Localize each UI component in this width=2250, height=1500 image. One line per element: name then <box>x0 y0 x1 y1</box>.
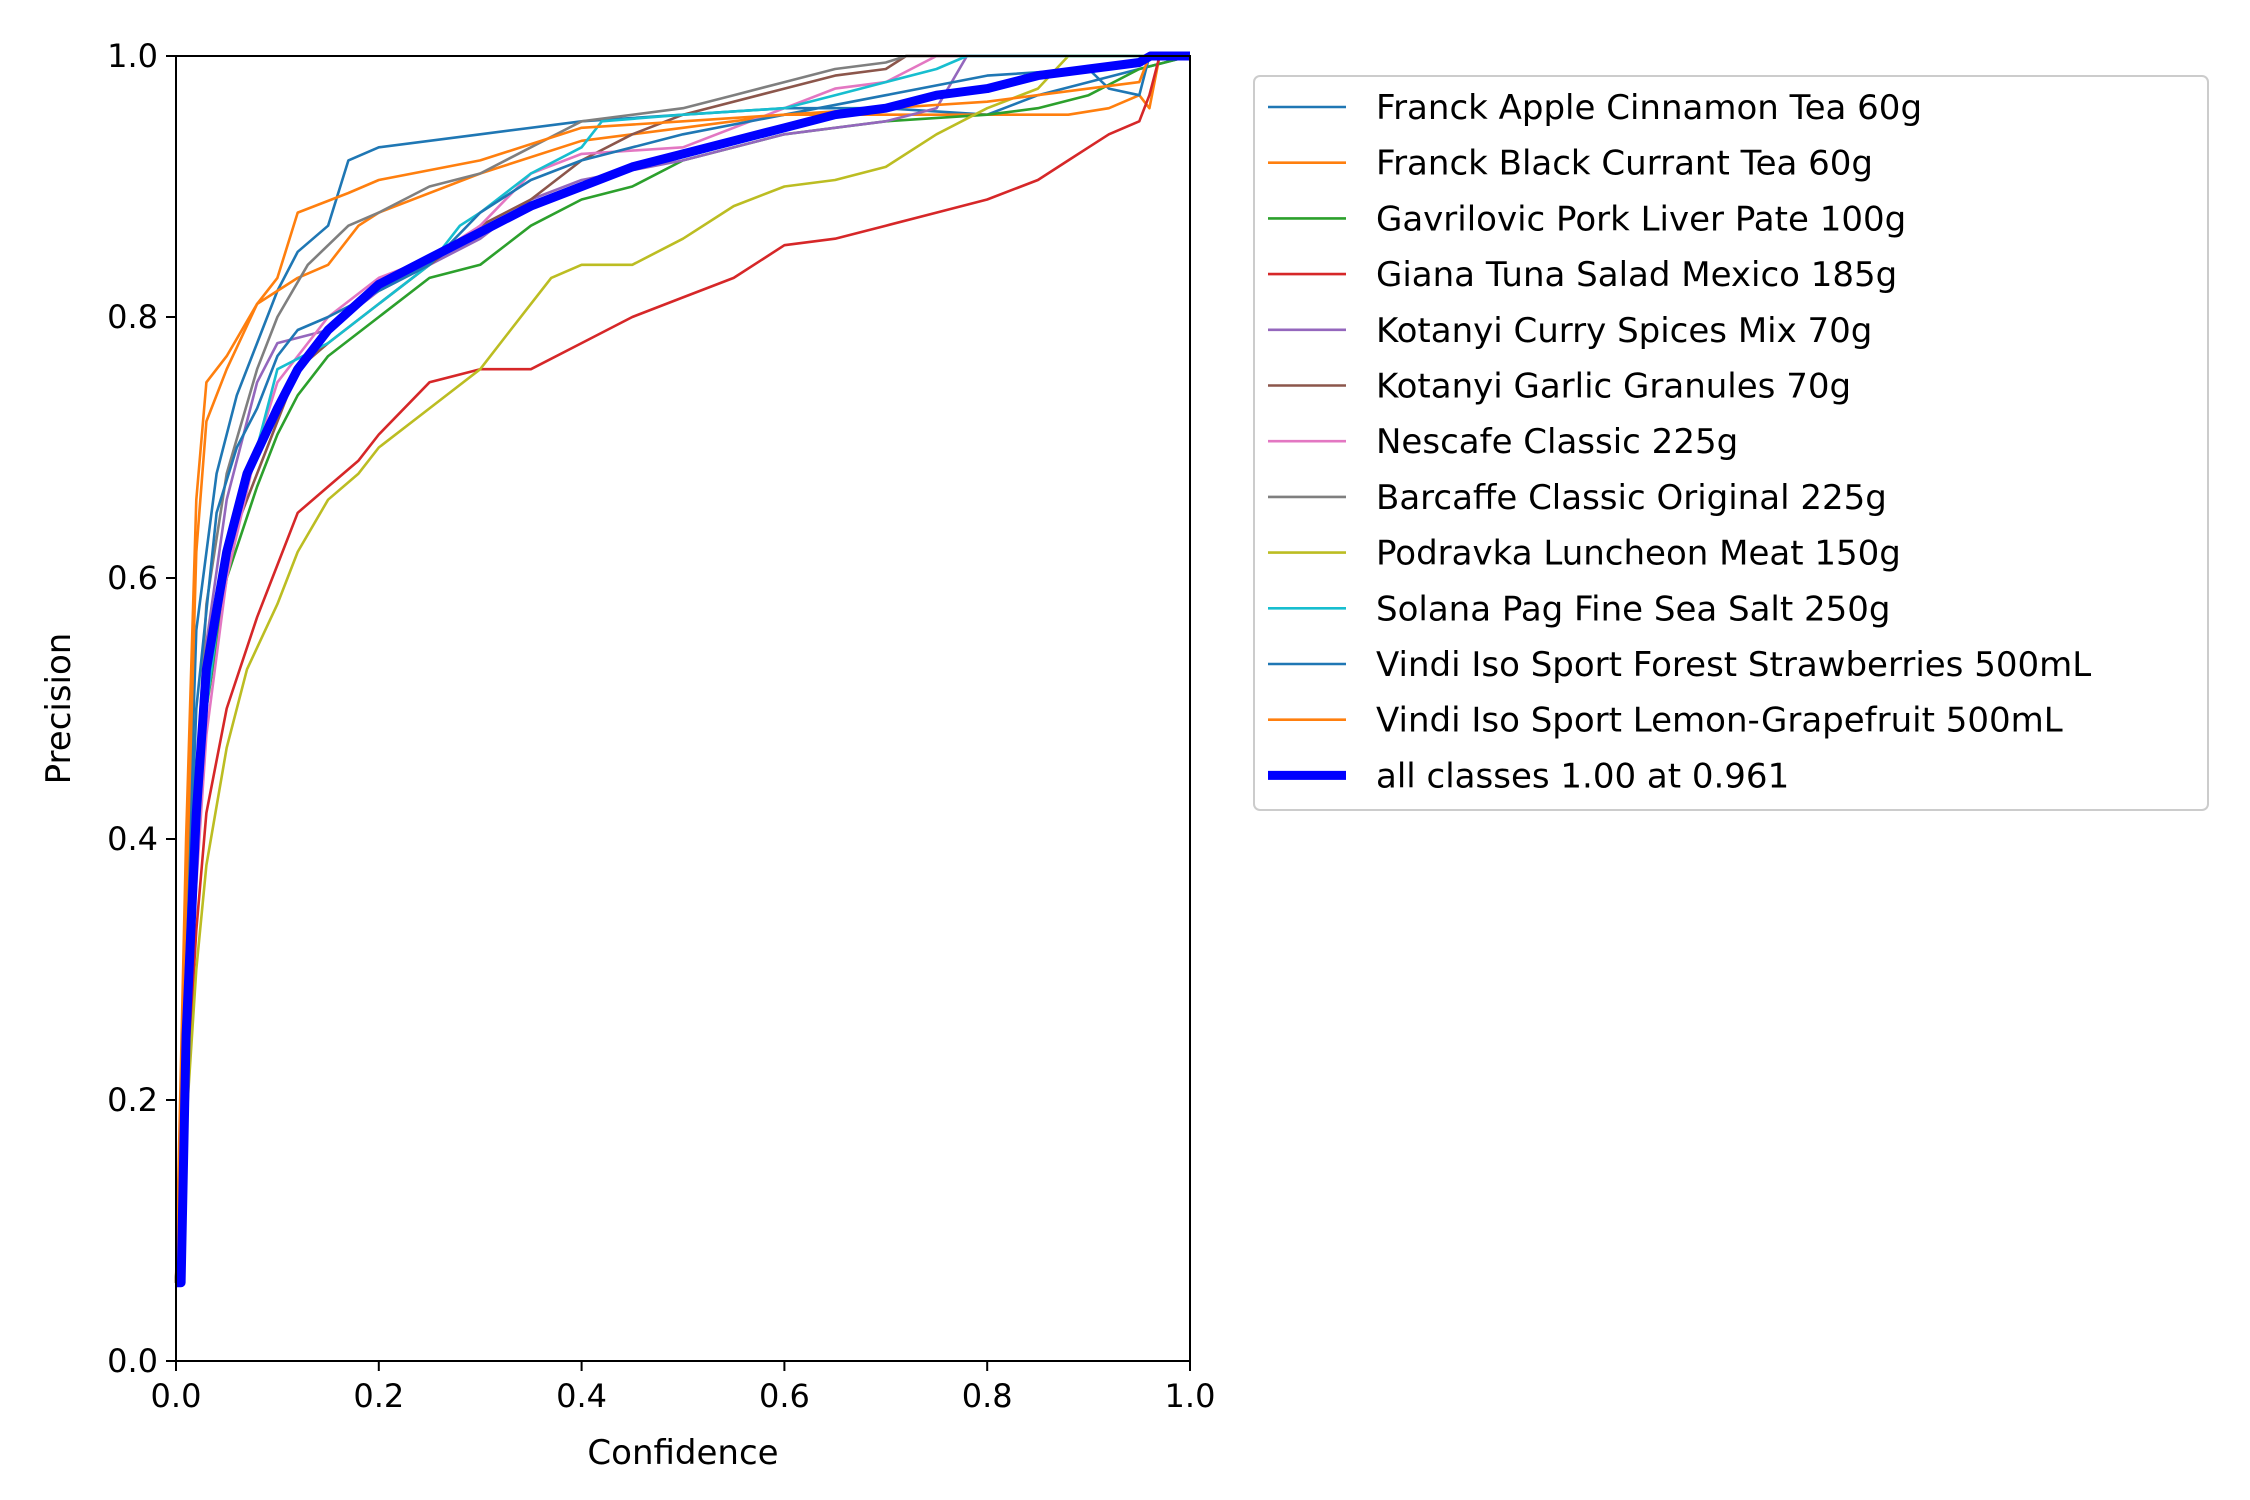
series-line-12 <box>176 51 1190 1288</box>
legend-entry-label: Barcaffe Classic Original 225g <box>1376 478 1887 518</box>
y-tick-label: 0.2 <box>107 1081 158 1119</box>
x-tick-label: 0.0 <box>151 1377 202 1415</box>
plot-frame <box>175 55 1191 1362</box>
legend-entry-label: Gavrilovic Pork Liver Pate 100g <box>1376 199 1906 239</box>
x-axis-label: Confidence <box>587 1433 778 1473</box>
series-line-0 <box>174 54 1191 1283</box>
x-tick-label: 0.4 <box>556 1377 607 1415</box>
series-line-8 <box>174 54 1190 1283</box>
legend-entry-label: Nescafe Classic 225g <box>1376 422 1738 462</box>
series-line-7 <box>174 54 1190 1283</box>
legend-entry-label: Giana Tuna Salad Mexico 185g <box>1376 255 1897 295</box>
legend-entry-label: Vindi Iso Sport Forest Strawberries 500m… <box>1376 645 2091 685</box>
series-line-11 <box>174 54 1190 1283</box>
x-axis-ticks: 0.0 0.2 0.4 0.6 0.8 1.0 <box>151 1361 1216 1415</box>
legend-frame <box>1253 75 2209 811</box>
y-tick-label: 1.0 <box>107 37 158 75</box>
legend-entry-label: Franck Black Currant Tea 60g <box>1376 144 1873 184</box>
series-line-3 <box>174 54 1190 1283</box>
legend-entry-label: Kotanyi Curry Spices Mix 70g <box>1376 311 1872 351</box>
y-axis-ticks: 0.0 0.2 0.4 0.6 0.8 1.0 <box>107 37 176 1380</box>
legend-entry-label: Vindi Iso Sport Lemon-Grapefruit 500mL <box>1376 701 2063 741</box>
x-tick-label: 0.6 <box>759 1377 810 1415</box>
series-line-2 <box>174 54 1191 1283</box>
series-line-4 <box>174 54 1190 1283</box>
legend-entry-label: Podravka Luncheon Meat 150g <box>1376 534 1901 574</box>
y-tick-label: 0.4 <box>107 820 158 858</box>
x-tick-label: 1.0 <box>1165 1377 1216 1415</box>
legend-entry-label: all classes 1.00 at 0.961 <box>1376 756 1789 796</box>
y-axis-label: Precision <box>39 633 79 785</box>
y-tick-label: 0.0 <box>107 1342 158 1380</box>
legend: Franck Apple Cinnamon Tea 60g Franck Blac… <box>1253 75 2209 811</box>
y-tick-label: 0.8 <box>107 298 158 336</box>
legend-entry-label: Solana Pag Fine Sea Salt 250g <box>1376 589 1890 629</box>
series-line-10 <box>174 54 1190 1283</box>
y-tick-label: 0.6 <box>107 559 158 597</box>
x-tick-label: 0.8 <box>962 1377 1013 1415</box>
series-layer <box>174 51 1191 1288</box>
legend-entry-label: Franck Apple Cinnamon Tea 60g <box>1376 88 1922 128</box>
x-tick-label: 0.2 <box>353 1377 404 1415</box>
series-line-1 <box>174 54 1190 1283</box>
legend-entry-label: Kotanyi Garlic Granules 70g <box>1376 367 1851 407</box>
